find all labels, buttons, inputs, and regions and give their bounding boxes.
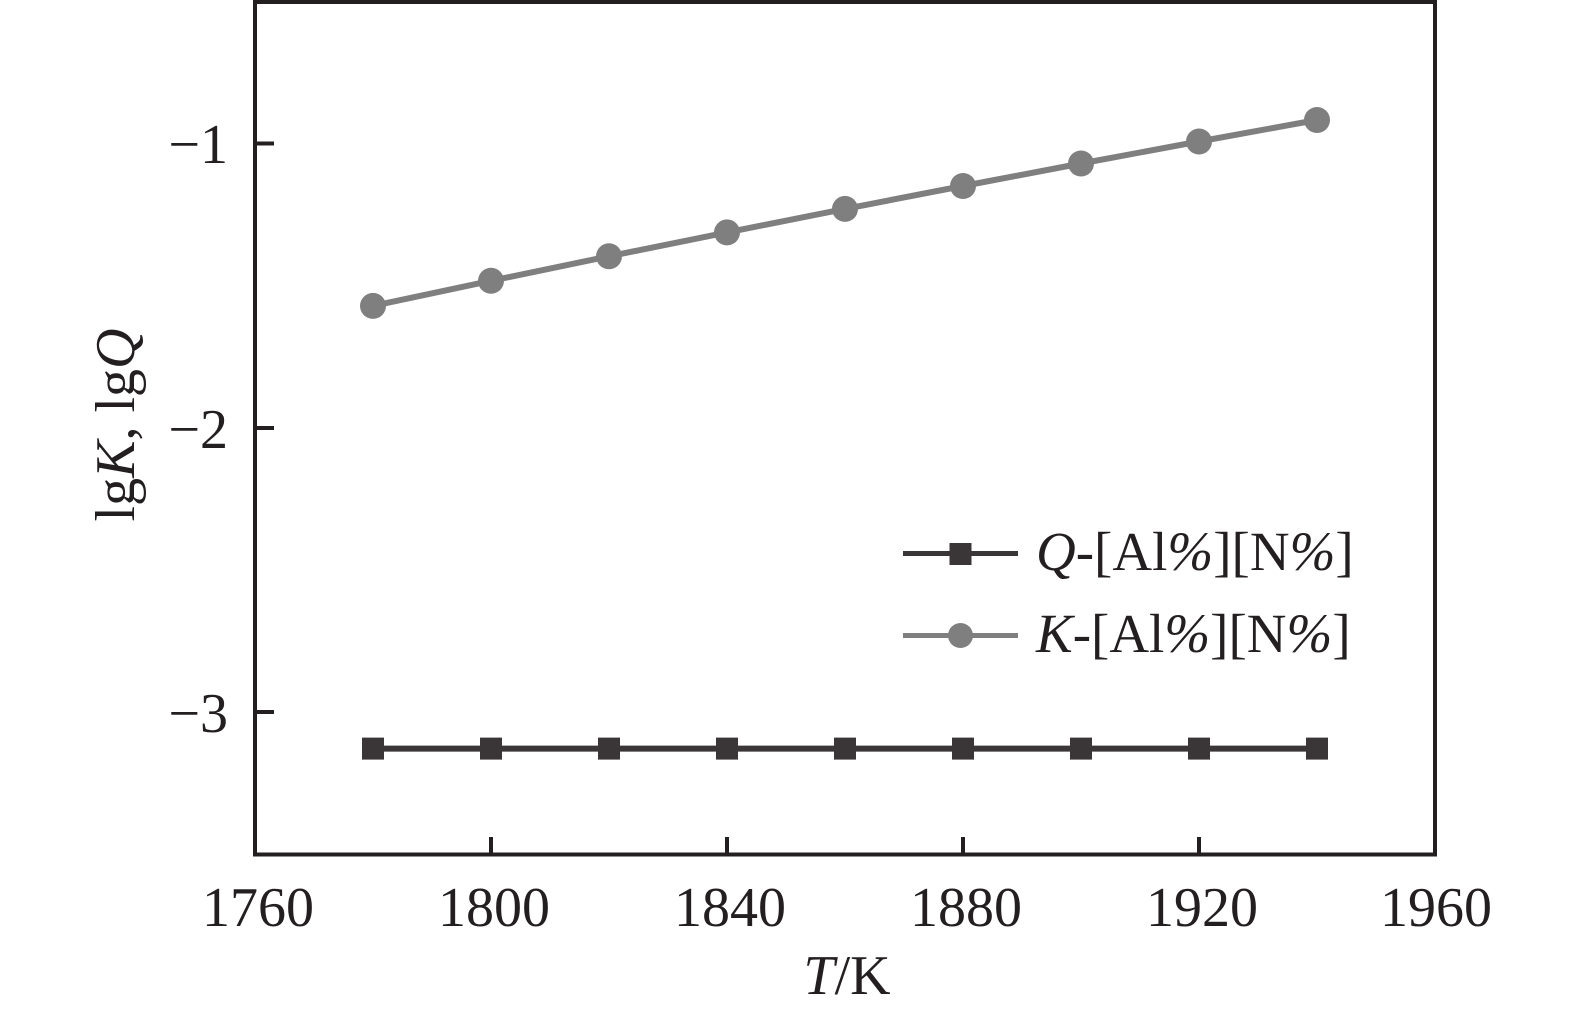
svg-text:lgK, lgQ: lgK, lgQ [85,329,147,522]
svg-text:−3: −3 [168,683,228,745]
svg-text:1880: 1880 [910,877,1022,939]
svg-text:T/K: T/K [803,945,890,1007]
svg-text:1920: 1920 [1146,877,1258,939]
svg-text:1840: 1840 [674,877,786,939]
svg-text:1760: 1760 [202,877,314,939]
svg-text:−1: −1 [168,114,228,176]
svg-text:K-[Al%][N%]: K-[Al%][N%] [1035,603,1351,664]
svg-text:1800: 1800 [438,877,550,939]
svg-text:Q-[Al%][N%]: Q-[Al%][N%] [1036,521,1354,582]
svg-text:1960: 1960 [1380,877,1492,939]
svg-text:−2: −2 [168,399,228,461]
